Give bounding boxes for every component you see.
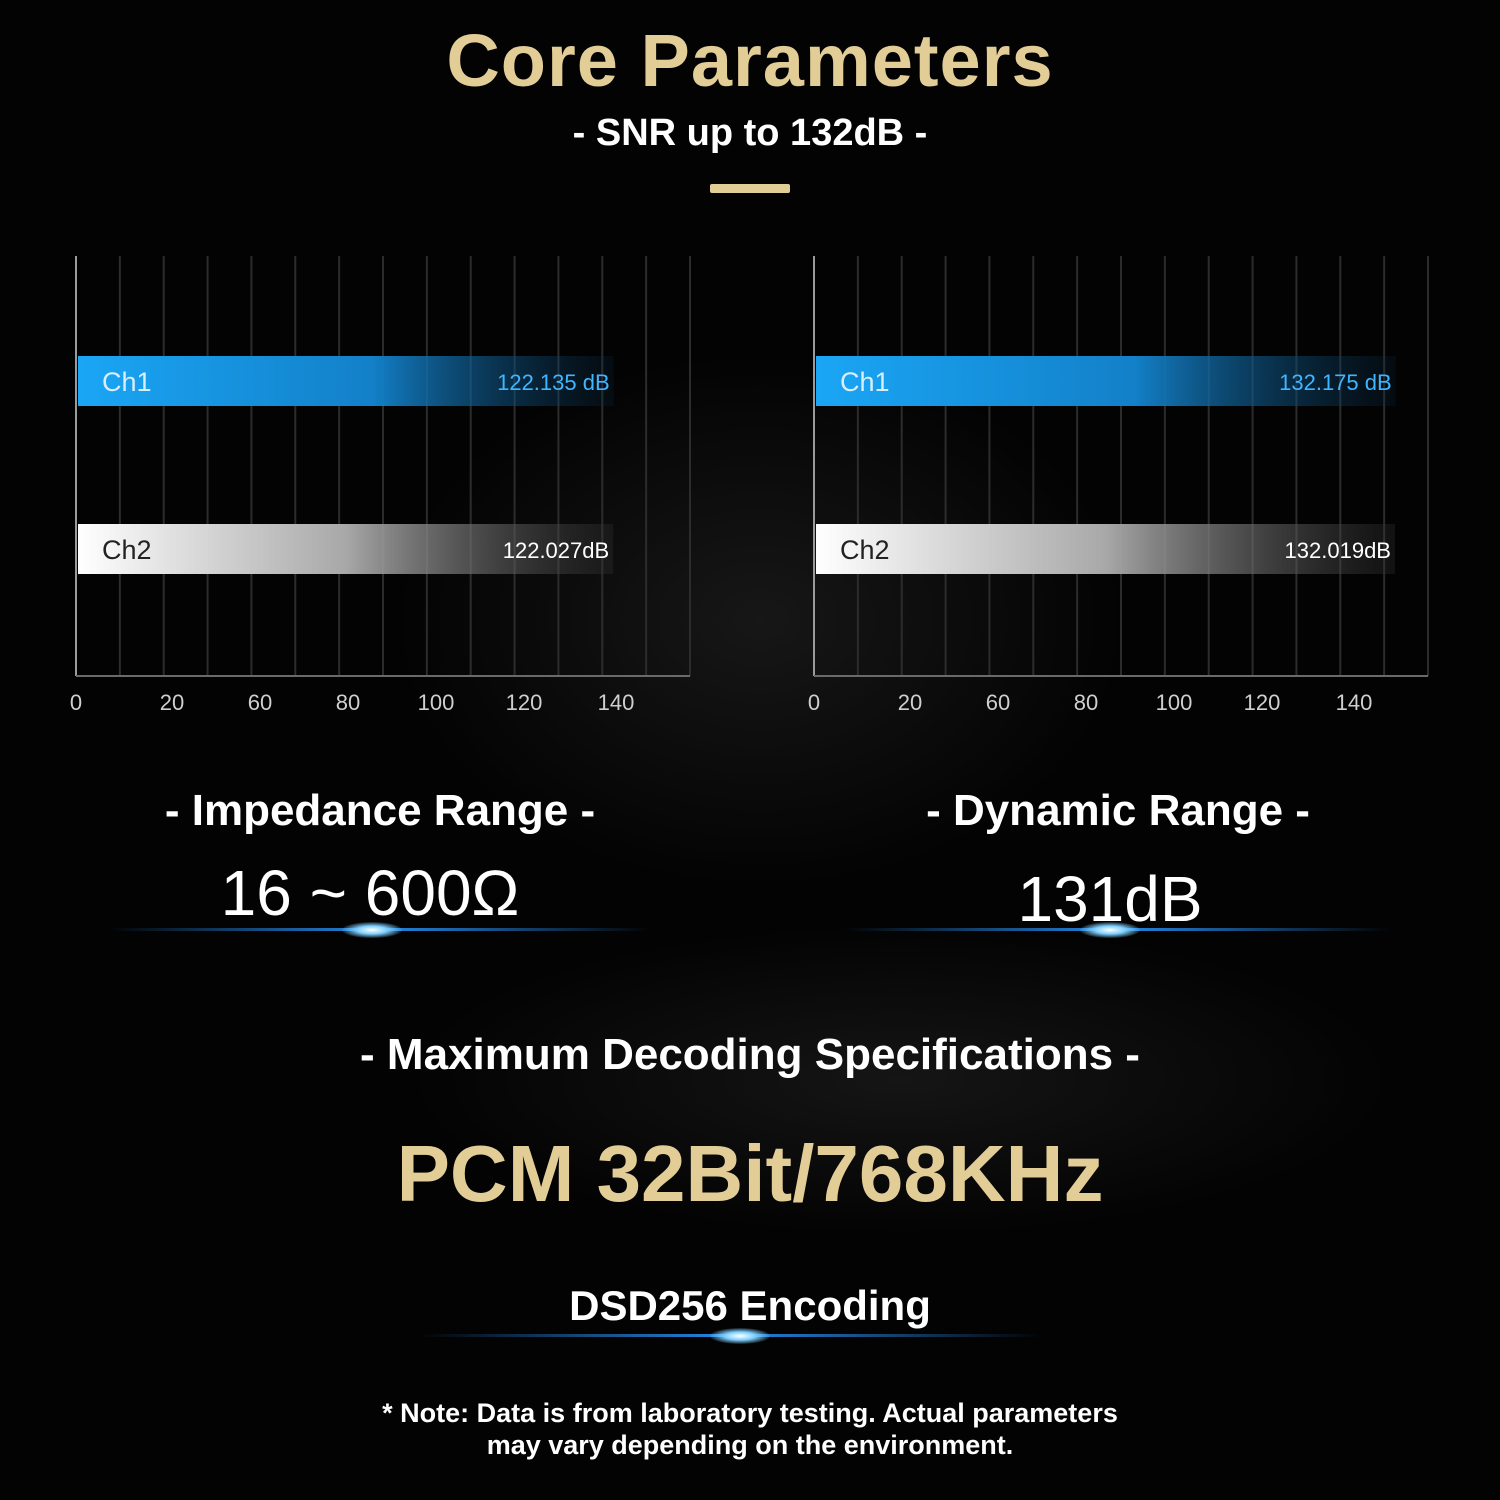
x-tick-label: 80 [1074, 690, 1098, 715]
x-tick-label: 80 [336, 690, 360, 715]
x-tick-label: 140 [598, 690, 635, 715]
dsd-glow-dot [710, 1328, 770, 1344]
bar-label: Ch1 [840, 367, 890, 397]
impedance-value: 16 ~ 600Ω [220, 857, 520, 929]
note-line-2: may vary depending on the environment. [486, 1430, 1014, 1460]
snr-chart-right-svg: 0 20 60 80 100 120 140 Ch1 132.175 dB Ch2 132.019d… [808, 256, 1429, 715]
dynamic-label: - Dynamic Range - [926, 786, 1310, 835]
x-tick-label: 120 [506, 690, 543, 715]
bar-label: Ch2 [840, 535, 890, 565]
bar-ch2 [816, 524, 1395, 574]
bar-ch1 [816, 356, 1396, 406]
x-tick-label: 20 [160, 690, 184, 715]
x-tick-label: 0 [70, 690, 82, 715]
page-subtitle: - SNR up to 132dB - [572, 112, 928, 154]
data-label: 122.027dB [503, 538, 609, 563]
x-tick-label: 60 [248, 690, 272, 715]
note-line-1: * Note: Data is from laboratory testing.… [382, 1398, 1118, 1428]
data-label: 132.019dB [1285, 538, 1391, 563]
data-label: 122.135 dB [497, 370, 610, 395]
bar-label: Ch1 [102, 367, 152, 397]
title-divider [710, 184, 790, 193]
bar-label: Ch2 [102, 535, 152, 565]
dsd-spec: DSD256 Encoding [569, 1282, 931, 1329]
x-tick-label: 60 [986, 690, 1010, 715]
x-tick-label: 20 [898, 690, 922, 715]
snr-chart-left-svg: 0 20 60 80 100 120 140 Ch1 122.135 dB Ch2 122.027d… [70, 256, 691, 715]
data-label: 132.175 dB [1279, 370, 1392, 395]
x-tick-label: 140 [1336, 690, 1373, 715]
bar-ch1 [78, 356, 614, 406]
x-tick-label: 100 [418, 690, 455, 715]
impedance-label: - Impedance Range - [164, 786, 596, 835]
dynamic-glow-dot [1080, 922, 1140, 938]
x-tick-label: 100 [1156, 690, 1193, 715]
snr-chart-right: 0 20 60 80 100 120 140 Ch1 132.175 dB Ch2 132.019d… [808, 250, 1429, 730]
pcm-spec: PCM 32Bit/768KHz [396, 1129, 1104, 1218]
decoding-label: - Maximum Decoding Specifications - [360, 1030, 1140, 1079]
x-tick-label: 120 [1244, 690, 1281, 715]
x-tick-label: 0 [808, 690, 820, 715]
impedance-glow-dot [342, 922, 402, 938]
bar-ch2 [78, 524, 614, 574]
snr-chart-left: 0 20 60 80 100 120 140 Ch1 122.135 dB Ch2 122.027d… [70, 250, 691, 730]
page-title: Core Parameters [446, 19, 1054, 102]
